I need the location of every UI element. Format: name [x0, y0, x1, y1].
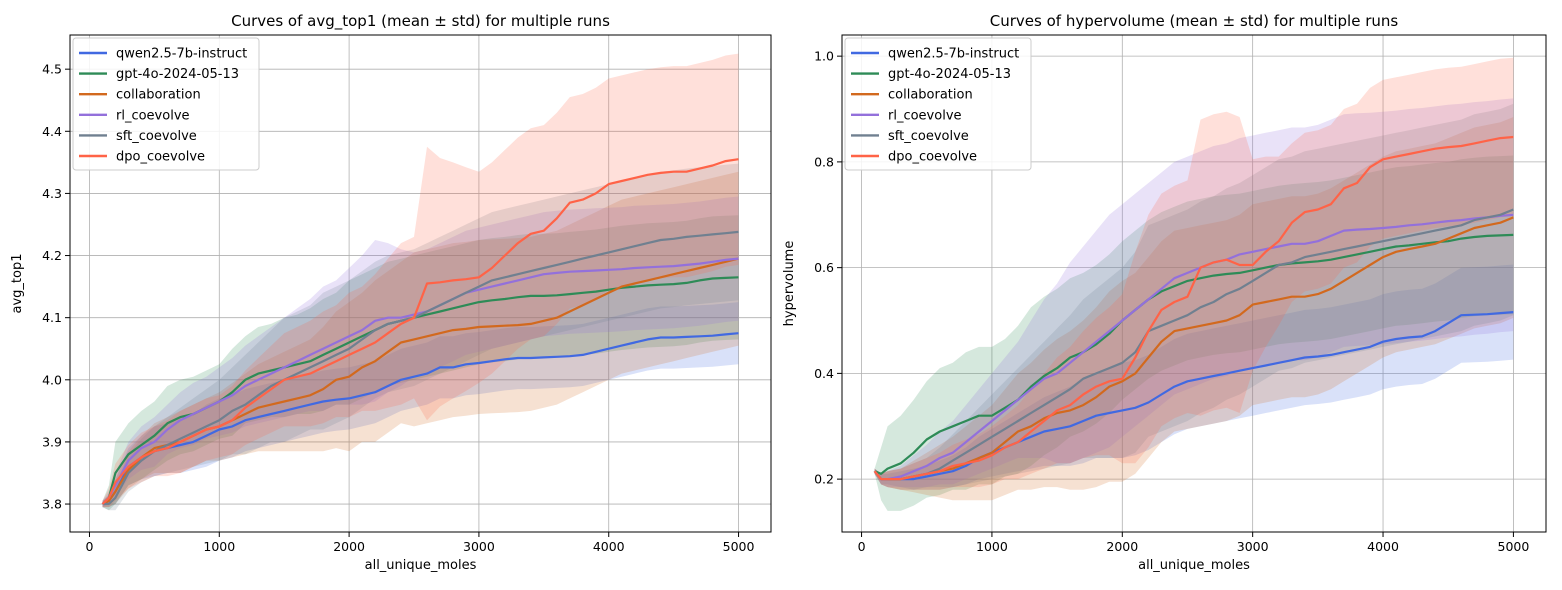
y-axis-label: hypervolume — [782, 241, 797, 327]
x-tick-label: 4000 — [593, 539, 625, 554]
chart-title: Curves of avg_top1 (mean ± std) for mult… — [231, 12, 610, 31]
legend-label: qwen2.5-7b-instruct — [888, 47, 1019, 62]
legend-label: rl_coevolve — [888, 108, 962, 123]
x-tick-label: 5000 — [1498, 539, 1530, 554]
y-tick-label: 4.0 — [42, 372, 62, 387]
series-line-gpt-4o-2024-05-13 — [874, 233, 1514, 475]
legend-label: gpt-4o-2024-05-13 — [888, 67, 1011, 82]
y-tick-label: 4.2 — [42, 248, 62, 263]
series-line-dpo_coevolve — [101, 158, 739, 505]
legend: qwen2.5-7b-instruct gpt-4o-2024-05-13 coll… — [844, 37, 1032, 171]
x-tick-label: 1000 — [203, 539, 235, 554]
legend-box — [72, 37, 260, 171]
series-line-dpo_coevolve — [873, 135, 1514, 481]
x-tick-label: 4000 — [1367, 539, 1399, 554]
std-band-gpt-4o-2024-05-13 — [874, 155, 1514, 511]
right-chart: 0 1000 2000 3000 4000 5000 0.2 0.4 0.6 0.8 1.0 Curv… — [782, 12, 1547, 573]
y-tick-label: 0.8 — [814, 154, 834, 169]
x-tick-label: 3000 — [1237, 539, 1269, 554]
y-tick-label: 1.0 — [814, 49, 834, 64]
y-tick-label: 0.2 — [814, 472, 834, 487]
legend-label: sft_coevolve — [116, 129, 197, 144]
std-band-qwen2.5-7b-instruct — [102, 302, 739, 508]
series-line-rl_coevolve — [873, 213, 1514, 481]
std-band-collaboration — [874, 117, 1514, 501]
left-chart: 0 1000 2000 3000 4000 5000 3.8 3.9 4.0 4.1 4.2 4.3 4… — [10, 12, 772, 573]
x-axis-label: all_unique_moles — [365, 558, 477, 573]
series-line-rl_coevolve — [101, 257, 739, 505]
legend-label: sft_coevolve — [888, 129, 969, 144]
std-band-sft_coevolve — [874, 103, 1514, 490]
std-band-gpt-4o-2024-05-13 — [102, 215, 739, 511]
x-tick-label: 3000 — [463, 539, 495, 554]
legend: qwen2.5-7b-instruct gpt-4o-2024-05-13 coll… — [72, 37, 260, 171]
x-tick-label: 2000 — [1106, 539, 1138, 554]
x-tick-label: 2000 — [333, 539, 365, 554]
legend-label: dpo_coevolve — [116, 150, 205, 165]
std-band-dpo_coevolve — [874, 57, 1514, 490]
legend-label: dpo_coevolve — [888, 150, 977, 165]
x-axis-label: all_unique_moles — [1138, 558, 1250, 573]
x-tick-label: 5000 — [723, 539, 755, 554]
y-tick-label: 4.3 — [42, 186, 62, 201]
x-tick-label: 0 — [85, 539, 93, 554]
chart-title: Curves of hypervolume (mean ± std) for m… — [990, 12, 1399, 30]
legend-box — [844, 37, 1032, 171]
y-tick-label: 3.8 — [42, 497, 62, 512]
legend-label: rl_coevolve — [116, 108, 190, 123]
y-tick-label: 4.1 — [42, 310, 62, 325]
y-tick-label: 0.4 — [814, 366, 834, 381]
y-axis-label: avg_top1 — [10, 254, 25, 314]
y-tick-label: 3.9 — [42, 434, 62, 449]
x-tick-label: 0 — [858, 539, 866, 554]
series-line-qwen2.5-7b-instruct — [102, 332, 739, 505]
std-band-collaboration — [102, 171, 739, 508]
plot-frame — [69, 34, 772, 533]
legend-label: collaboration — [888, 88, 973, 103]
std-band-rl_coevolve — [102, 196, 739, 508]
series-line-sft_coevolve — [873, 208, 1514, 481]
plot-frame — [841, 34, 1547, 533]
y-tick-label: 4.4 — [42, 124, 62, 139]
legend-label: collaboration — [116, 88, 201, 103]
y-tick-label: 4.5 — [42, 62, 62, 77]
std-band-rl_coevolve — [874, 98, 1514, 488]
x-tick-label: 1000 — [976, 539, 1008, 554]
legend-label: gpt-4o-2024-05-13 — [116, 67, 239, 82]
std-band-qwen2.5-7b-instruct — [874, 264, 1514, 490]
y-tick-label: 0.6 — [814, 260, 834, 275]
legend-label: qwen2.5-7b-instruct — [116, 47, 247, 62]
